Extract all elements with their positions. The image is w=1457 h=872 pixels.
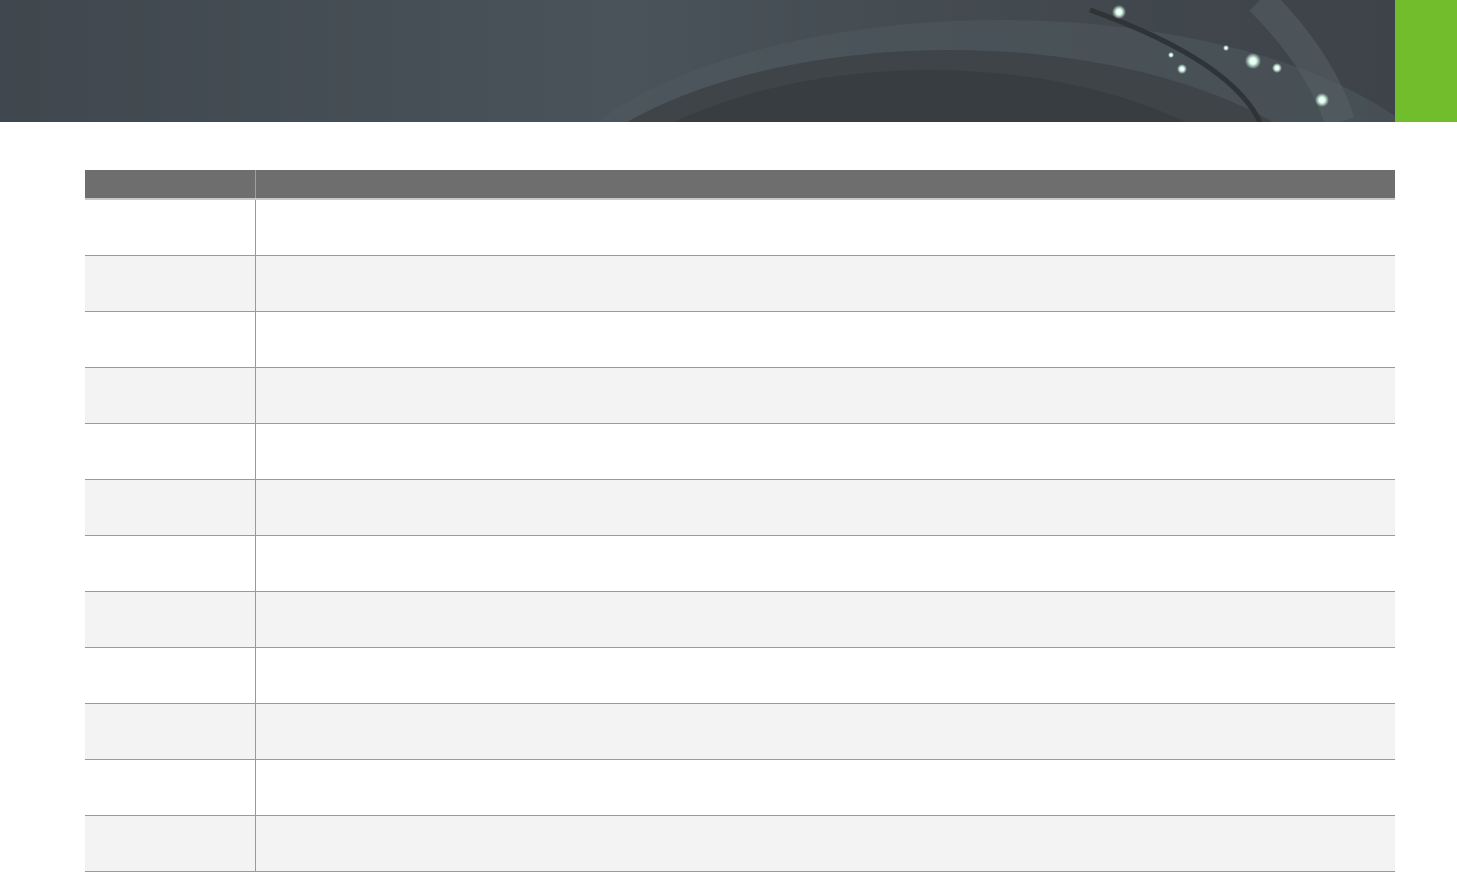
- table-cell: [85, 759, 256, 816]
- table-cell: [255, 535, 1395, 592]
- table-body: [85, 199, 1395, 872]
- table-cell: [255, 703, 1395, 760]
- table-cell: [255, 311, 1395, 368]
- column-header: [85, 170, 256, 199]
- table-row: [85, 591, 1395, 648]
- table-cell: [85, 367, 256, 424]
- table-row: [85, 367, 1395, 424]
- table-row: [85, 255, 1395, 312]
- table-row: [85, 311, 1395, 368]
- column-header: [255, 170, 1395, 199]
- table-cell: [85, 255, 256, 312]
- data-table: [85, 170, 1395, 872]
- table-cell: [255, 815, 1395, 872]
- table-header-row: [85, 170, 1395, 199]
- table-cell: [255, 255, 1395, 312]
- table-cell: [85, 479, 256, 536]
- table-cell: [255, 479, 1395, 536]
- header-banner: [0, 0, 1395, 122]
- table-row: [85, 703, 1395, 760]
- table-row: [85, 759, 1395, 816]
- table-cell: [255, 199, 1395, 256]
- table-cell: [255, 647, 1395, 704]
- table-cell: [85, 591, 256, 648]
- table-cell: [255, 423, 1395, 480]
- table-row: [85, 647, 1395, 704]
- table-row: [85, 815, 1395, 872]
- table-row: [85, 423, 1395, 480]
- table-cell: [85, 647, 256, 704]
- accent-block: [1395, 0, 1457, 122]
- table-cell: [85, 815, 256, 872]
- table-cell: [255, 367, 1395, 424]
- table-cell: [255, 759, 1395, 816]
- table-row: [85, 535, 1395, 592]
- table-cell: [85, 703, 256, 760]
- table-cell: [85, 199, 256, 256]
- table-cell: [85, 423, 256, 480]
- table-row: [85, 479, 1395, 536]
- table-cell: [85, 535, 256, 592]
- table-cell: [85, 311, 256, 368]
- table-cell: [255, 591, 1395, 648]
- table-row: [85, 199, 1395, 256]
- banner-decoration: [597, 0, 1395, 122]
